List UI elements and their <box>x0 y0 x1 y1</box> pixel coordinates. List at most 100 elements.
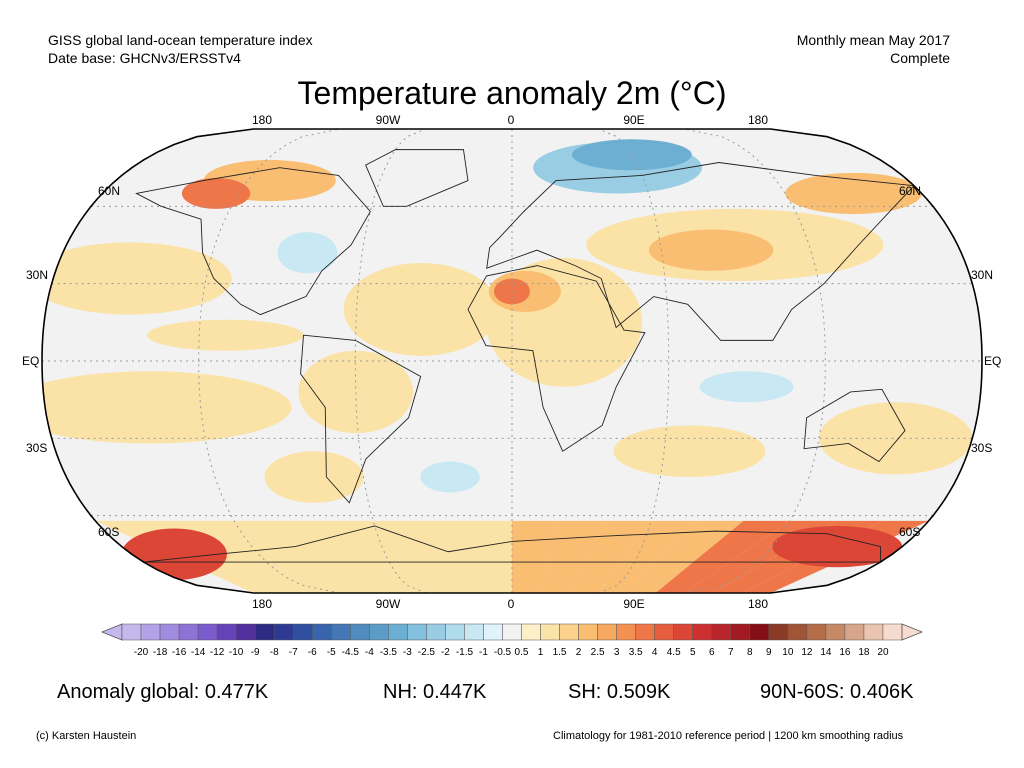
colorbar-swatch <box>844 623 865 641</box>
colorbar-swatch <box>311 623 332 641</box>
colorbar-tick-label: 3 <box>613 647 620 658</box>
lon-label-top-90w: 90W <box>375 113 401 127</box>
colorbar-swatch <box>711 623 732 641</box>
period-label: Monthly mean May 2017 <box>796 32 950 48</box>
lon-label-top-90e: 90E <box>623 113 645 127</box>
colorbar-swatch <box>235 623 256 641</box>
colorbar-tick-label: -12 <box>209 647 225 658</box>
coastline-south-america <box>300 334 422 504</box>
colorbar-tick-label: 14 <box>820 647 832 658</box>
reference-note: Climatology for 1981-2010 reference peri… <box>553 730 904 742</box>
coastline-greenland <box>365 149 469 207</box>
colorbar-swatch <box>806 623 827 641</box>
anomaly-antarctic-cell <box>598 520 698 593</box>
colorbar-tick-label: 4 <box>651 647 658 658</box>
colorbar-swatch <box>254 623 275 641</box>
colorbar-swatch <box>578 623 598 641</box>
lat-label-left-30n: 30N <box>26 268 49 282</box>
coastline-antarctica <box>143 525 882 563</box>
colorbar-swatch <box>407 623 427 641</box>
anomaly-australia <box>818 402 973 475</box>
meridian-line <box>684 129 826 593</box>
anomaly-antarctic-cell <box>234 520 369 593</box>
anomaly-ross-sea <box>121 528 227 581</box>
colorbar-swatch <box>521 623 541 641</box>
colorbar-swatch <box>273 623 294 641</box>
map-title: Temperature anomaly 2m (°C) <box>297 75 727 111</box>
anomaly-eastern-us-cool <box>277 232 338 274</box>
colorbar-swatch <box>673 623 693 641</box>
colorbar-tick-label: 0.5 <box>514 647 529 658</box>
anomaly-indian-ocean-south <box>613 425 766 477</box>
anomaly-antarctic-cell <box>326 520 426 593</box>
anomaly-antarctic-cell <box>373 520 455 593</box>
colorbar-tick-label: 2 <box>575 647 582 658</box>
colorbar-swatch <box>863 623 884 641</box>
anomaly-antarctic-cell <box>655 520 790 593</box>
lat-label-left-30s: 30S <box>26 441 48 455</box>
colorbar-tick-label: 9 <box>766 647 772 658</box>
colorbar-tick-label: -3.5 <box>379 647 397 658</box>
anomaly-arctic-cold <box>571 139 692 171</box>
colorbar-tick-label: 3.5 <box>628 647 643 658</box>
colorbar-tick-label: -0.5 <box>493 647 512 658</box>
colorbar-swatch <box>388 623 408 641</box>
lon-label-bottom-180w: 180 <box>251 597 273 611</box>
anomaly-alaska <box>181 177 251 209</box>
colorbar-tick-label: 1.5 <box>552 647 567 658</box>
meridian-line <box>198 129 340 593</box>
lon-label-top-0: 0 <box>507 113 515 127</box>
colorbar-swatch <box>292 623 313 641</box>
lat-label-left-eq: EQ <box>22 354 40 368</box>
colorbar-tick-label: 8 <box>747 647 753 658</box>
anomaly-antarctic-cell <box>465 520 512 593</box>
anomaly-antarctic-cell <box>569 520 651 593</box>
header-left: GISS global land-ocean temperature index… <box>48 31 313 67</box>
stat-nh: NH: 0.447K <box>383 681 487 703</box>
lon-label-bottom-0: 0 <box>507 597 515 611</box>
stat-sh: SH: 0.509K <box>568 681 671 703</box>
colorbar-swatch <box>616 623 636 641</box>
lon-label-top-180w: 180 <box>251 113 273 127</box>
colorbar-tick-label: 1 <box>537 647 544 658</box>
colorbar-tick-label: -3 <box>402 647 412 658</box>
colorbar-swatch <box>825 623 846 641</box>
colorbar-tick-label: -18 <box>152 647 168 658</box>
coastline-africa <box>467 265 646 452</box>
colorbar-swatch <box>692 623 713 641</box>
colorbar-swatch <box>882 623 903 641</box>
colorbar-tick-label: 20 <box>877 647 889 658</box>
anomaly-south-america <box>298 350 414 434</box>
colorbar-tick-label: 18 <box>858 647 870 658</box>
colorbar-swatch <box>559 623 579 641</box>
lon-label-bottom-90w: 90W <box>375 597 401 611</box>
coastline-australia <box>803 388 906 463</box>
colorbar-swatch <box>654 623 674 641</box>
anomaly-north-atlantic <box>343 263 500 356</box>
colorbar-swatch <box>159 623 180 641</box>
colorbar-tick-label: -16 <box>171 647 187 658</box>
anomaly-south-pacific <box>42 371 292 444</box>
colorbar-tick-label: -1 <box>479 647 488 658</box>
stat-polar: 90N-60S: 0.406K <box>760 681 914 703</box>
colorbar-tick-label: 7 <box>727 647 734 658</box>
anomaly-central-asia <box>648 229 774 271</box>
colorbar-tick-label: 10 <box>782 647 794 658</box>
colorbar-swatch <box>464 623 484 641</box>
colorbar-tick-label: -9 <box>250 647 260 658</box>
anomaly-antarctic-cell <box>280 520 398 593</box>
colorbar-tick-label: -2.5 <box>417 647 435 658</box>
graticule <box>42 129 982 593</box>
colorbar-tick-label: -1.5 <box>455 647 474 658</box>
colorbar-swatch <box>350 623 370 641</box>
lat-label-right-60n: 60N <box>899 184 922 198</box>
colorbar <box>100 623 924 641</box>
coastlines <box>135 149 915 563</box>
anomaly-antarctic-cell <box>187 520 340 593</box>
anomaly-indian-ocean-cool <box>699 371 794 403</box>
anomaly-east-antarctic <box>772 525 903 568</box>
lat-label-right-30s: 30S <box>971 441 993 455</box>
lon-label-top-180e: 180 <box>747 113 769 127</box>
colorbar-max-arrow <box>901 623 924 641</box>
colorbar-tick-label: -8 <box>269 647 279 658</box>
